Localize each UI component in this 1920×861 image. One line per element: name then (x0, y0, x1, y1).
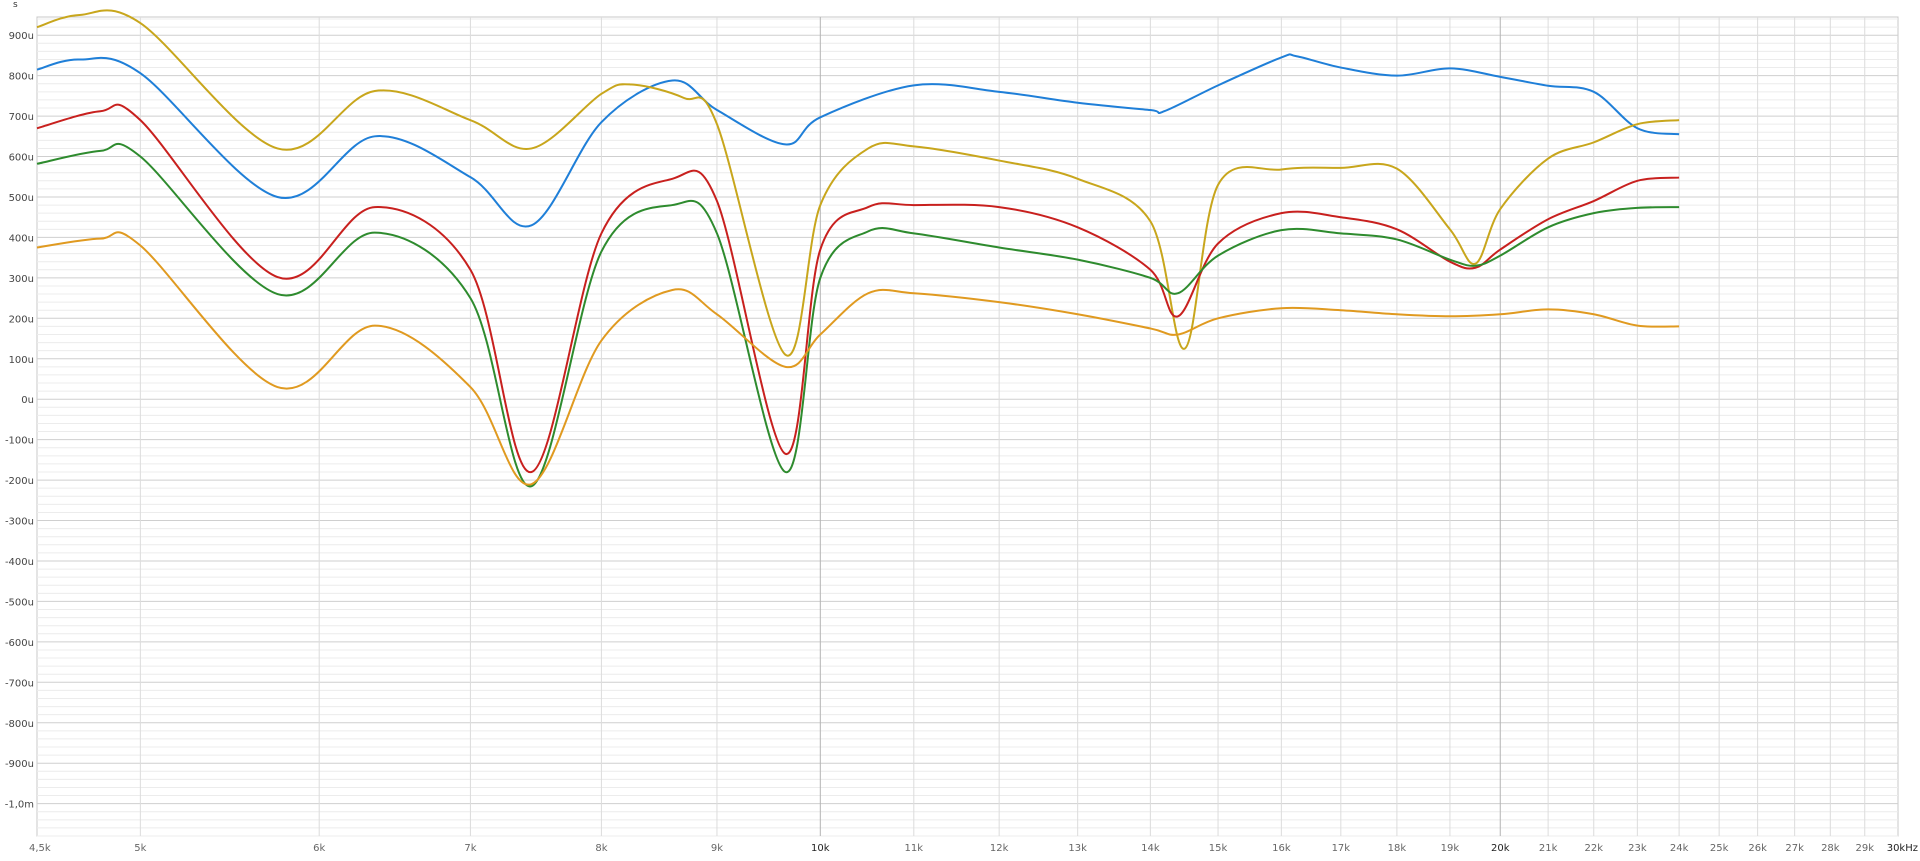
x-tick-label: 22k (1584, 843, 1603, 854)
x-tick-label: 9k (711, 843, 723, 854)
y-tick-label: -1,0m (5, 800, 34, 811)
x-tick-label: 30kHz (1887, 843, 1918, 854)
y-tick-label: 0u (21, 395, 34, 406)
x-tick-label: 14k (1141, 843, 1160, 854)
y-tick-label: 900u (9, 31, 34, 42)
x-tick-label: 17k (1332, 843, 1351, 854)
x-tick-label: 19k (1441, 843, 1460, 854)
y-tick-label: -700u (5, 678, 34, 689)
y-tick-label: 300u (9, 274, 34, 285)
x-tick-label: 24k (1670, 843, 1689, 854)
x-tick-label: 27k (1785, 843, 1804, 854)
y-tick-label: 200u (9, 314, 34, 325)
x-tick-label: 7k (464, 843, 476, 854)
y-tick-label: -200u (5, 476, 34, 487)
x-tick-label: 5k (134, 843, 146, 854)
series-line-5 (36, 231, 1680, 486)
series-line-2 (36, 9, 1680, 357)
x-tick-label: 18k (1388, 843, 1407, 854)
x-tick-label: 21k (1539, 843, 1558, 854)
y-tick-label: 700u (9, 112, 34, 123)
x-tick-label: 16k (1272, 843, 1291, 854)
x-tick-label: 25k (1710, 843, 1729, 854)
x-tick-label: 29k (1855, 843, 1874, 854)
x-tick-label: 11k (905, 843, 924, 854)
y-tick-label: -900u (5, 759, 34, 770)
plot-area (36, 16, 1899, 837)
x-tick-label: 28k (1821, 843, 1840, 854)
x-tick-label: 10k (811, 843, 830, 854)
x-tick-label: 12k (990, 843, 1009, 854)
series-line-1 (36, 53, 1680, 228)
y-tick-label: -600u (5, 638, 34, 649)
x-tick-label: 8k (595, 843, 607, 854)
y-unit-label: s (13, 0, 18, 10)
x-tick-label: 15k (1209, 843, 1228, 854)
series-line-4 (36, 142, 1680, 488)
y-tick-label: -800u (5, 719, 34, 730)
x-tick-label: 4,5k (29, 843, 51, 854)
y-tick-label: -400u (5, 557, 34, 568)
x-tick-label: 13k (1068, 843, 1087, 854)
x-tick-label: 20k (1491, 843, 1510, 854)
y-tick-label: -500u (5, 597, 34, 608)
y-tick-label: 400u (9, 233, 34, 244)
y-tick-label: 800u (9, 72, 34, 83)
x-tick-label: 6k (313, 843, 325, 854)
y-tick-label: 600u (9, 153, 34, 164)
y-tick-label: -300u (5, 517, 34, 528)
y-tick-label: -100u (5, 436, 34, 447)
x-tick-label: 23k (1628, 843, 1647, 854)
x-tick-label: 26k (1748, 843, 1767, 854)
y-tick-label: 100u (9, 355, 34, 366)
series-line-3 (36, 103, 1680, 473)
y-tick-label: 500u (9, 193, 34, 204)
